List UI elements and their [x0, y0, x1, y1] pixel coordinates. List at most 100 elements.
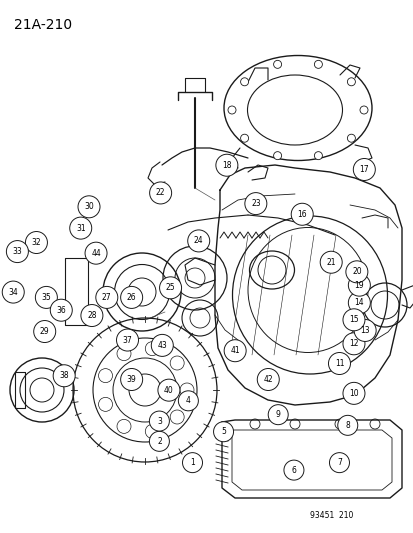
Circle shape [53, 365, 75, 387]
Circle shape [35, 286, 57, 309]
Circle shape [347, 274, 370, 296]
Circle shape [342, 382, 364, 405]
Circle shape [353, 319, 375, 342]
Text: 3: 3 [157, 417, 161, 425]
Circle shape [215, 154, 237, 176]
Circle shape [329, 453, 349, 473]
Circle shape [149, 431, 169, 451]
Text: 34: 34 [8, 288, 18, 296]
Circle shape [273, 152, 281, 160]
Circle shape [178, 391, 198, 411]
Circle shape [120, 286, 142, 309]
Circle shape [25, 231, 47, 254]
Text: 30: 30 [84, 203, 94, 211]
Text: 29: 29 [40, 327, 50, 336]
Circle shape [313, 152, 322, 160]
Circle shape [240, 134, 248, 142]
Circle shape [85, 242, 107, 264]
Text: 38: 38 [59, 372, 69, 380]
Circle shape [347, 292, 370, 314]
Circle shape [268, 405, 287, 425]
Circle shape [157, 379, 180, 401]
Text: 42: 42 [263, 375, 273, 384]
Circle shape [319, 251, 342, 273]
Text: 26: 26 [126, 293, 136, 302]
Circle shape [256, 368, 279, 391]
Circle shape [283, 460, 303, 480]
Text: 36: 36 [56, 306, 66, 314]
Text: 1: 1 [190, 458, 195, 467]
Text: 35: 35 [41, 293, 51, 302]
Circle shape [223, 340, 246, 362]
Circle shape [95, 286, 118, 309]
Text: 10: 10 [348, 389, 358, 398]
Circle shape [347, 134, 354, 142]
Text: 15: 15 [348, 316, 358, 324]
Text: 8: 8 [344, 421, 349, 430]
Text: 2: 2 [157, 437, 161, 446]
Circle shape [240, 78, 248, 86]
Circle shape [313, 60, 322, 68]
Circle shape [81, 304, 103, 327]
Text: 27: 27 [102, 293, 112, 302]
Circle shape [213, 422, 233, 442]
Text: 16: 16 [297, 210, 306, 219]
Text: 43: 43 [157, 341, 167, 350]
Circle shape [149, 182, 171, 204]
Text: 33: 33 [12, 247, 22, 256]
Text: 31: 31 [76, 224, 85, 232]
Circle shape [359, 106, 367, 114]
Text: 93451  210: 93451 210 [309, 511, 353, 520]
Text: 23: 23 [250, 199, 260, 208]
Text: 5: 5 [221, 427, 225, 436]
Circle shape [347, 78, 354, 86]
Circle shape [50, 299, 72, 321]
Text: 21A-210: 21A-210 [14, 18, 72, 32]
Text: 13: 13 [359, 326, 369, 335]
Circle shape [2, 281, 24, 303]
Circle shape [273, 60, 281, 68]
Text: 41: 41 [230, 346, 240, 355]
Text: 24: 24 [193, 237, 203, 245]
Circle shape [151, 334, 173, 357]
Circle shape [120, 368, 142, 391]
Circle shape [149, 411, 169, 431]
Text: 14: 14 [354, 298, 363, 307]
Text: 21: 21 [326, 258, 335, 266]
Circle shape [69, 217, 92, 239]
Circle shape [342, 309, 364, 331]
Circle shape [290, 203, 313, 225]
Circle shape [228, 106, 235, 114]
Text: 39: 39 [126, 375, 136, 384]
Text: 19: 19 [354, 281, 363, 289]
Text: 11: 11 [334, 359, 343, 368]
Circle shape [342, 333, 364, 355]
Circle shape [78, 196, 100, 218]
Text: 32: 32 [31, 238, 41, 247]
Ellipse shape [247, 75, 342, 145]
Circle shape [337, 415, 357, 435]
Circle shape [345, 261, 367, 283]
Text: 17: 17 [358, 165, 368, 174]
Circle shape [116, 329, 138, 351]
Text: 18: 18 [222, 161, 231, 169]
Text: 22: 22 [156, 189, 165, 197]
Text: 40: 40 [164, 386, 173, 394]
Text: 7: 7 [336, 458, 341, 467]
Circle shape [352, 158, 375, 181]
Text: 37: 37 [122, 336, 132, 344]
Text: 28: 28 [87, 311, 96, 320]
Text: 44: 44 [91, 249, 101, 257]
Text: 25: 25 [165, 284, 175, 292]
Circle shape [328, 352, 350, 375]
Circle shape [6, 240, 28, 263]
Circle shape [187, 230, 209, 252]
Circle shape [159, 277, 181, 299]
Circle shape [33, 320, 56, 343]
Text: 4: 4 [185, 397, 190, 405]
Text: 9: 9 [275, 410, 280, 419]
Text: 20: 20 [351, 268, 361, 276]
Text: 12: 12 [349, 340, 358, 348]
Text: 6: 6 [291, 466, 296, 474]
Circle shape [244, 192, 266, 215]
